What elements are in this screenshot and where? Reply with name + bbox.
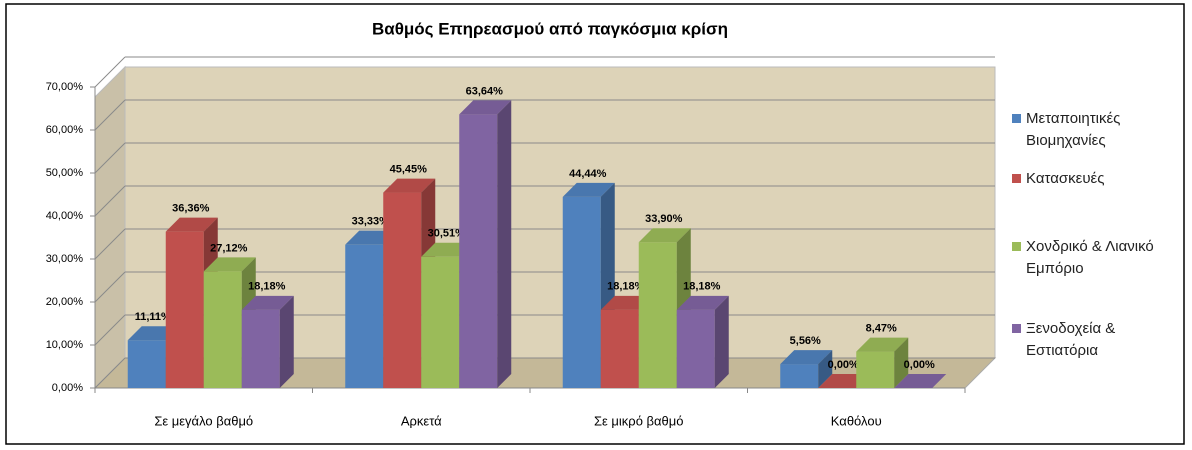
grid-line	[94, 357, 126, 389]
bar	[638, 242, 677, 388]
data-label: 33,90%	[645, 213, 683, 225]
legend-swatch	[1012, 324, 1021, 333]
legend-label: Χονδρικό & Λιανικό Εμπόριο	[1026, 238, 1154, 277]
grid-line	[94, 271, 126, 303]
bar-side	[714, 295, 729, 388]
y-tick-label: 10,00%	[46, 339, 84, 351]
bar-side	[497, 100, 512, 389]
data-label: 18,18%	[248, 281, 286, 293]
legend-label: Ξενοδοχεία & Εστιατόρια	[1026, 320, 1116, 359]
y-tick-label: 60,00%	[46, 124, 84, 136]
bar-top	[856, 337, 909, 352]
data-label: 5,56%	[790, 335, 821, 347]
bar-top	[780, 350, 833, 365]
grid-line	[94, 56, 126, 88]
y-tick-label: 40,00%	[46, 210, 84, 222]
bar	[127, 340, 166, 388]
grid-line	[94, 99, 126, 131]
y-tick-label: 70,00%	[46, 81, 84, 93]
data-label: 44,44%	[569, 168, 607, 180]
legend-label: Κατασκευές	[1026, 170, 1105, 187]
data-label: 63,64%	[466, 85, 504, 97]
grid-line	[94, 314, 126, 346]
bar	[856, 351, 895, 388]
y-tick-label: 50,00%	[46, 167, 84, 179]
x-tick-label: Σε μεγάλο βαθμό	[154, 413, 253, 428]
bar	[241, 309, 280, 388]
y-tick-label: 30,00%	[46, 253, 84, 265]
data-label: 18,18%	[607, 281, 645, 293]
legend-swatch	[1012, 174, 1021, 183]
bar-top	[165, 217, 218, 232]
chart-title: Βαθμός Επηρεασμού από παγκόσμια κρίση	[372, 19, 728, 38]
bar-top	[638, 228, 691, 243]
x-tick-label: Σε μικρό βαθμό	[594, 413, 684, 428]
bar	[203, 271, 242, 388]
grid-line	[94, 142, 126, 174]
data-label: 0,00%	[904, 359, 935, 371]
bar-top	[459, 100, 512, 115]
legend-item: Κατασκευές	[1012, 168, 1182, 190]
bar-side	[818, 350, 833, 388]
bar-side	[894, 337, 909, 388]
bar-top	[383, 178, 436, 193]
legend-item: Μεταποιητικές Βιομηχανίες	[1012, 108, 1182, 152]
bar-top	[562, 182, 615, 197]
data-label: 11,11%	[135, 311, 171, 323]
y-tick-label: 0,00%	[52, 382, 83, 394]
bar	[600, 309, 639, 388]
data-label: 45,45%	[390, 163, 428, 175]
data-label: 33,33%	[352, 216, 390, 228]
bar	[676, 309, 715, 388]
data-label: 36,36%	[172, 203, 210, 215]
x-tick-label: Αρκετά	[401, 413, 442, 428]
bar	[562, 196, 601, 388]
data-label: 8,47%	[866, 322, 897, 334]
bar	[780, 364, 819, 388]
legend-label: Μεταποιητικές Βιομηχανίες	[1026, 110, 1121, 149]
data-label: 27,12%	[210, 242, 248, 254]
grid-line	[94, 185, 126, 217]
bar-top	[894, 374, 947, 388]
x-tick-label: Καθόλου	[831, 413, 882, 428]
bar	[421, 256, 460, 388]
legend-item: Χονδρικό & Λιανικό Εμπόριο	[1012, 236, 1182, 280]
bar-top	[676, 295, 729, 310]
data-label: 18,18%	[683, 281, 721, 293]
y-tick-label: 20,00%	[46, 296, 84, 308]
bar	[165, 231, 204, 388]
bar	[383, 192, 422, 388]
bar-top	[203, 257, 256, 272]
data-label: 0,00%	[828, 359, 859, 371]
bar	[459, 114, 498, 389]
legend-item: Ξενοδοχεία & Εστιατόρια	[1012, 318, 1182, 362]
legend-swatch	[1012, 242, 1021, 251]
bar-top	[241, 295, 294, 310]
data-label: 30,51%	[428, 228, 466, 240]
legend-swatch	[1012, 114, 1021, 123]
bar	[345, 244, 384, 388]
grid-line	[94, 228, 126, 260]
bar-side	[279, 295, 294, 388]
